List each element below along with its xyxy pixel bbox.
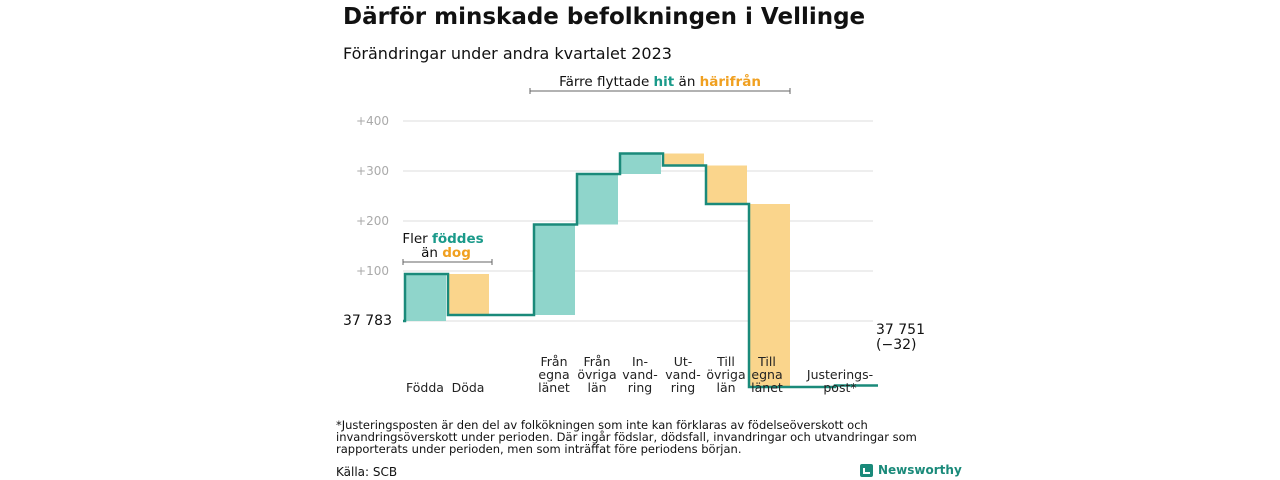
category-label: vand-	[665, 367, 700, 382]
bar-decrease	[749, 204, 790, 387]
step-line-path	[403, 152, 878, 389]
category-label: Från	[540, 354, 567, 369]
category-labels: Födda DödaFrånegnalänetFrånövrigalänIn-va…	[406, 354, 873, 395]
source-label: Källa: SCB	[336, 465, 398, 479]
gridlines	[403, 120, 873, 322]
step-line	[403, 152, 878, 389]
end-change-label: (−32)	[876, 337, 916, 353]
category-label: Ut-	[674, 354, 693, 369]
bars	[405, 153, 790, 387]
y-tick-label: +100	[356, 264, 389, 278]
y-tick-labels: +100 +200 +300 +400	[356, 114, 389, 278]
category-label: Justerings-	[806, 367, 873, 382]
category-label: länet	[538, 380, 570, 395]
category-label: post*	[823, 380, 856, 395]
footnote: *Justeringsposten är den del av folkökni…	[336, 418, 917, 456]
y-tick-label: +300	[356, 164, 389, 178]
births-annotation-line1: Fler föddes	[402, 231, 483, 247]
bar-decrease	[663, 153, 704, 166]
category-label: övriga	[706, 367, 745, 382]
category-label: ring	[671, 380, 695, 395]
category-label: län	[587, 380, 606, 395]
category-label: egna	[751, 367, 782, 382]
bar-decrease	[448, 274, 489, 315]
y-tick-label: +400	[356, 114, 389, 128]
bar-increase	[534, 224, 575, 315]
category-label: länet	[751, 380, 783, 395]
category-label: ring	[628, 380, 652, 395]
category-label: vand-	[622, 367, 657, 382]
migration-bracket	[529, 88, 791, 94]
brand-logo: Newsworthy	[860, 463, 962, 477]
start-value-label: 37 783	[343, 313, 392, 329]
category-label: Till	[757, 354, 776, 369]
end-value-label: 37 751	[876, 322, 925, 338]
bar-increase	[405, 274, 446, 321]
y-tick-label: +200	[356, 214, 389, 228]
births-annotation-line2: än dog	[421, 245, 471, 261]
chart-subtitle: Förändringar under andra kvartalet 2023	[343, 44, 672, 63]
chart-title: Därför minskade befolkningen i Vellinge	[343, 4, 866, 30]
category-label: egna	[538, 367, 569, 382]
category-label: övriga	[577, 367, 616, 382]
category-label: In-	[632, 354, 648, 369]
bar-increase	[577, 174, 618, 225]
category-label: Födda	[406, 380, 444, 395]
category-label: Från	[583, 354, 610, 369]
category-label: län	[716, 380, 735, 395]
bar-decrease	[706, 165, 747, 204]
newsworthy-icon	[860, 463, 873, 477]
births-bracket	[402, 259, 493, 265]
migration-annotation: Färre flyttade hit än härifrån	[559, 73, 761, 90]
bar-increase	[620, 153, 661, 174]
category-label: Till	[716, 354, 735, 369]
category-label: Döda	[452, 380, 485, 395]
brand-name: Newsworthy	[878, 463, 962, 477]
